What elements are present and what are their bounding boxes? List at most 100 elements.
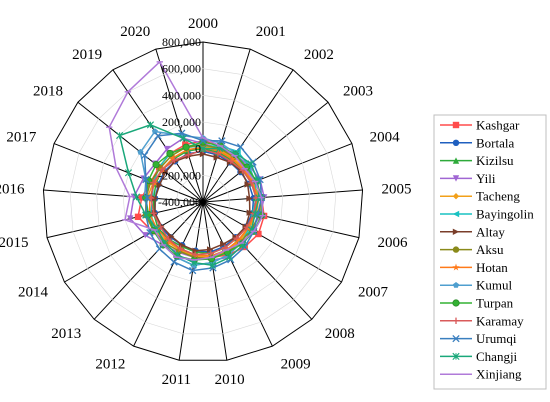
data-point [452,210,460,218]
legend-items: Kashgar Bortala Kizilsu Yili Tacheng Bayingol… [440,118,534,382]
data-point [150,179,157,186]
data-point [246,195,253,202]
data-point [452,193,460,200]
legend-item-bayingolin: Bayingolin [440,207,534,222]
series-xinjiang [105,61,266,261]
category-label: 2013 [51,326,81,342]
data-point [452,282,460,288]
data-point [206,246,214,253]
series-line [108,61,264,261]
data-point [170,258,178,266]
data-point [452,299,460,307]
data-point [215,147,223,155]
category-label: 2020 [120,24,150,40]
category-label: 2011 [162,372,191,388]
legend-item-aksu: Aksu [440,242,504,257]
category-label: 2014 [18,285,49,301]
data-point [227,158,234,165]
radial-ticks: -400,000 -200,000 0 200,000 400,000 600,000 80… [158,35,201,209]
radar-grid [42,41,364,361]
data-point [452,121,460,129]
category-label: 2018 [33,83,63,99]
data-point [166,149,174,158]
radar-outer-ring [42,41,364,361]
data-point [236,143,245,151]
legend-item-tacheng: Tacheng [440,189,520,204]
data-point [452,175,460,182]
data-point [162,168,169,176]
category-label: 2009 [281,356,311,372]
category-label: 2000 [188,16,218,32]
category-label: 2003 [343,83,373,99]
data-point [177,245,184,253]
data-point [452,334,460,343]
series-line [143,132,263,272]
data-point [132,193,141,201]
category-label: 2002 [304,47,334,63]
legend-item-xinjiang: Xinjiang [440,367,522,382]
data-point [213,154,220,161]
data-point [452,246,460,253]
legend-item-kashgar: Kashgar [440,118,520,133]
data-point [248,179,255,187]
category-label: 2001 [256,24,286,40]
data-point [159,166,166,173]
data-point [452,228,460,235]
legend-label: Altay [476,224,505,239]
data-point [199,150,207,158]
data-point [171,156,178,164]
radar-series [105,61,268,275]
data-point [155,245,164,253]
data-point [233,234,240,242]
data-point [189,266,197,275]
data-point [142,175,150,184]
tick-label: 200,000 [162,115,201,129]
data-point [140,151,149,160]
data-point [452,139,460,146]
data-point [163,145,171,153]
series-line [154,153,251,252]
legend-item-kumul: Kumul [440,278,513,293]
radar-inner-ring [96,95,310,308]
data-point [151,128,158,135]
data-point [192,247,199,254]
data-point [179,134,187,142]
data-point [178,129,186,137]
legend-label: Tacheng [476,189,520,204]
legend-item-bortala: Bortala [440,135,514,150]
tick-label: -200,000 [158,168,201,182]
data-point [234,236,243,244]
data-point [214,150,222,157]
radar-inner-ring [176,175,230,229]
tick-label: 0 [195,142,201,156]
data-point [199,145,207,153]
data-point [452,263,460,271]
data-point [182,143,190,151]
legend-label: Kumul [476,278,513,293]
data-point [251,210,259,218]
data-point [226,253,234,261]
legend-item-urumqi: Urumqi [440,331,517,346]
data-point [142,232,149,239]
legend-label: Yili [476,171,496,186]
data-point [169,154,177,162]
data-point [191,251,199,258]
data-point [134,213,142,221]
data-point [208,261,217,269]
data-point [124,169,133,177]
legend-label: Changji [476,349,518,364]
legend-label: Aksu [476,242,504,257]
tick-label: 800,000 [162,35,201,49]
category-label: 2012 [95,356,125,372]
legend-label: Hotan [476,260,508,275]
data-point [147,194,155,202]
series-line [150,149,257,256]
data-point [168,233,175,240]
data-point [142,211,150,219]
radar-inner-ring [69,68,337,335]
series-altay [151,150,253,254]
category-label: 2017 [6,130,37,146]
data-point [255,230,262,238]
category-label: 2006 [378,235,409,251]
